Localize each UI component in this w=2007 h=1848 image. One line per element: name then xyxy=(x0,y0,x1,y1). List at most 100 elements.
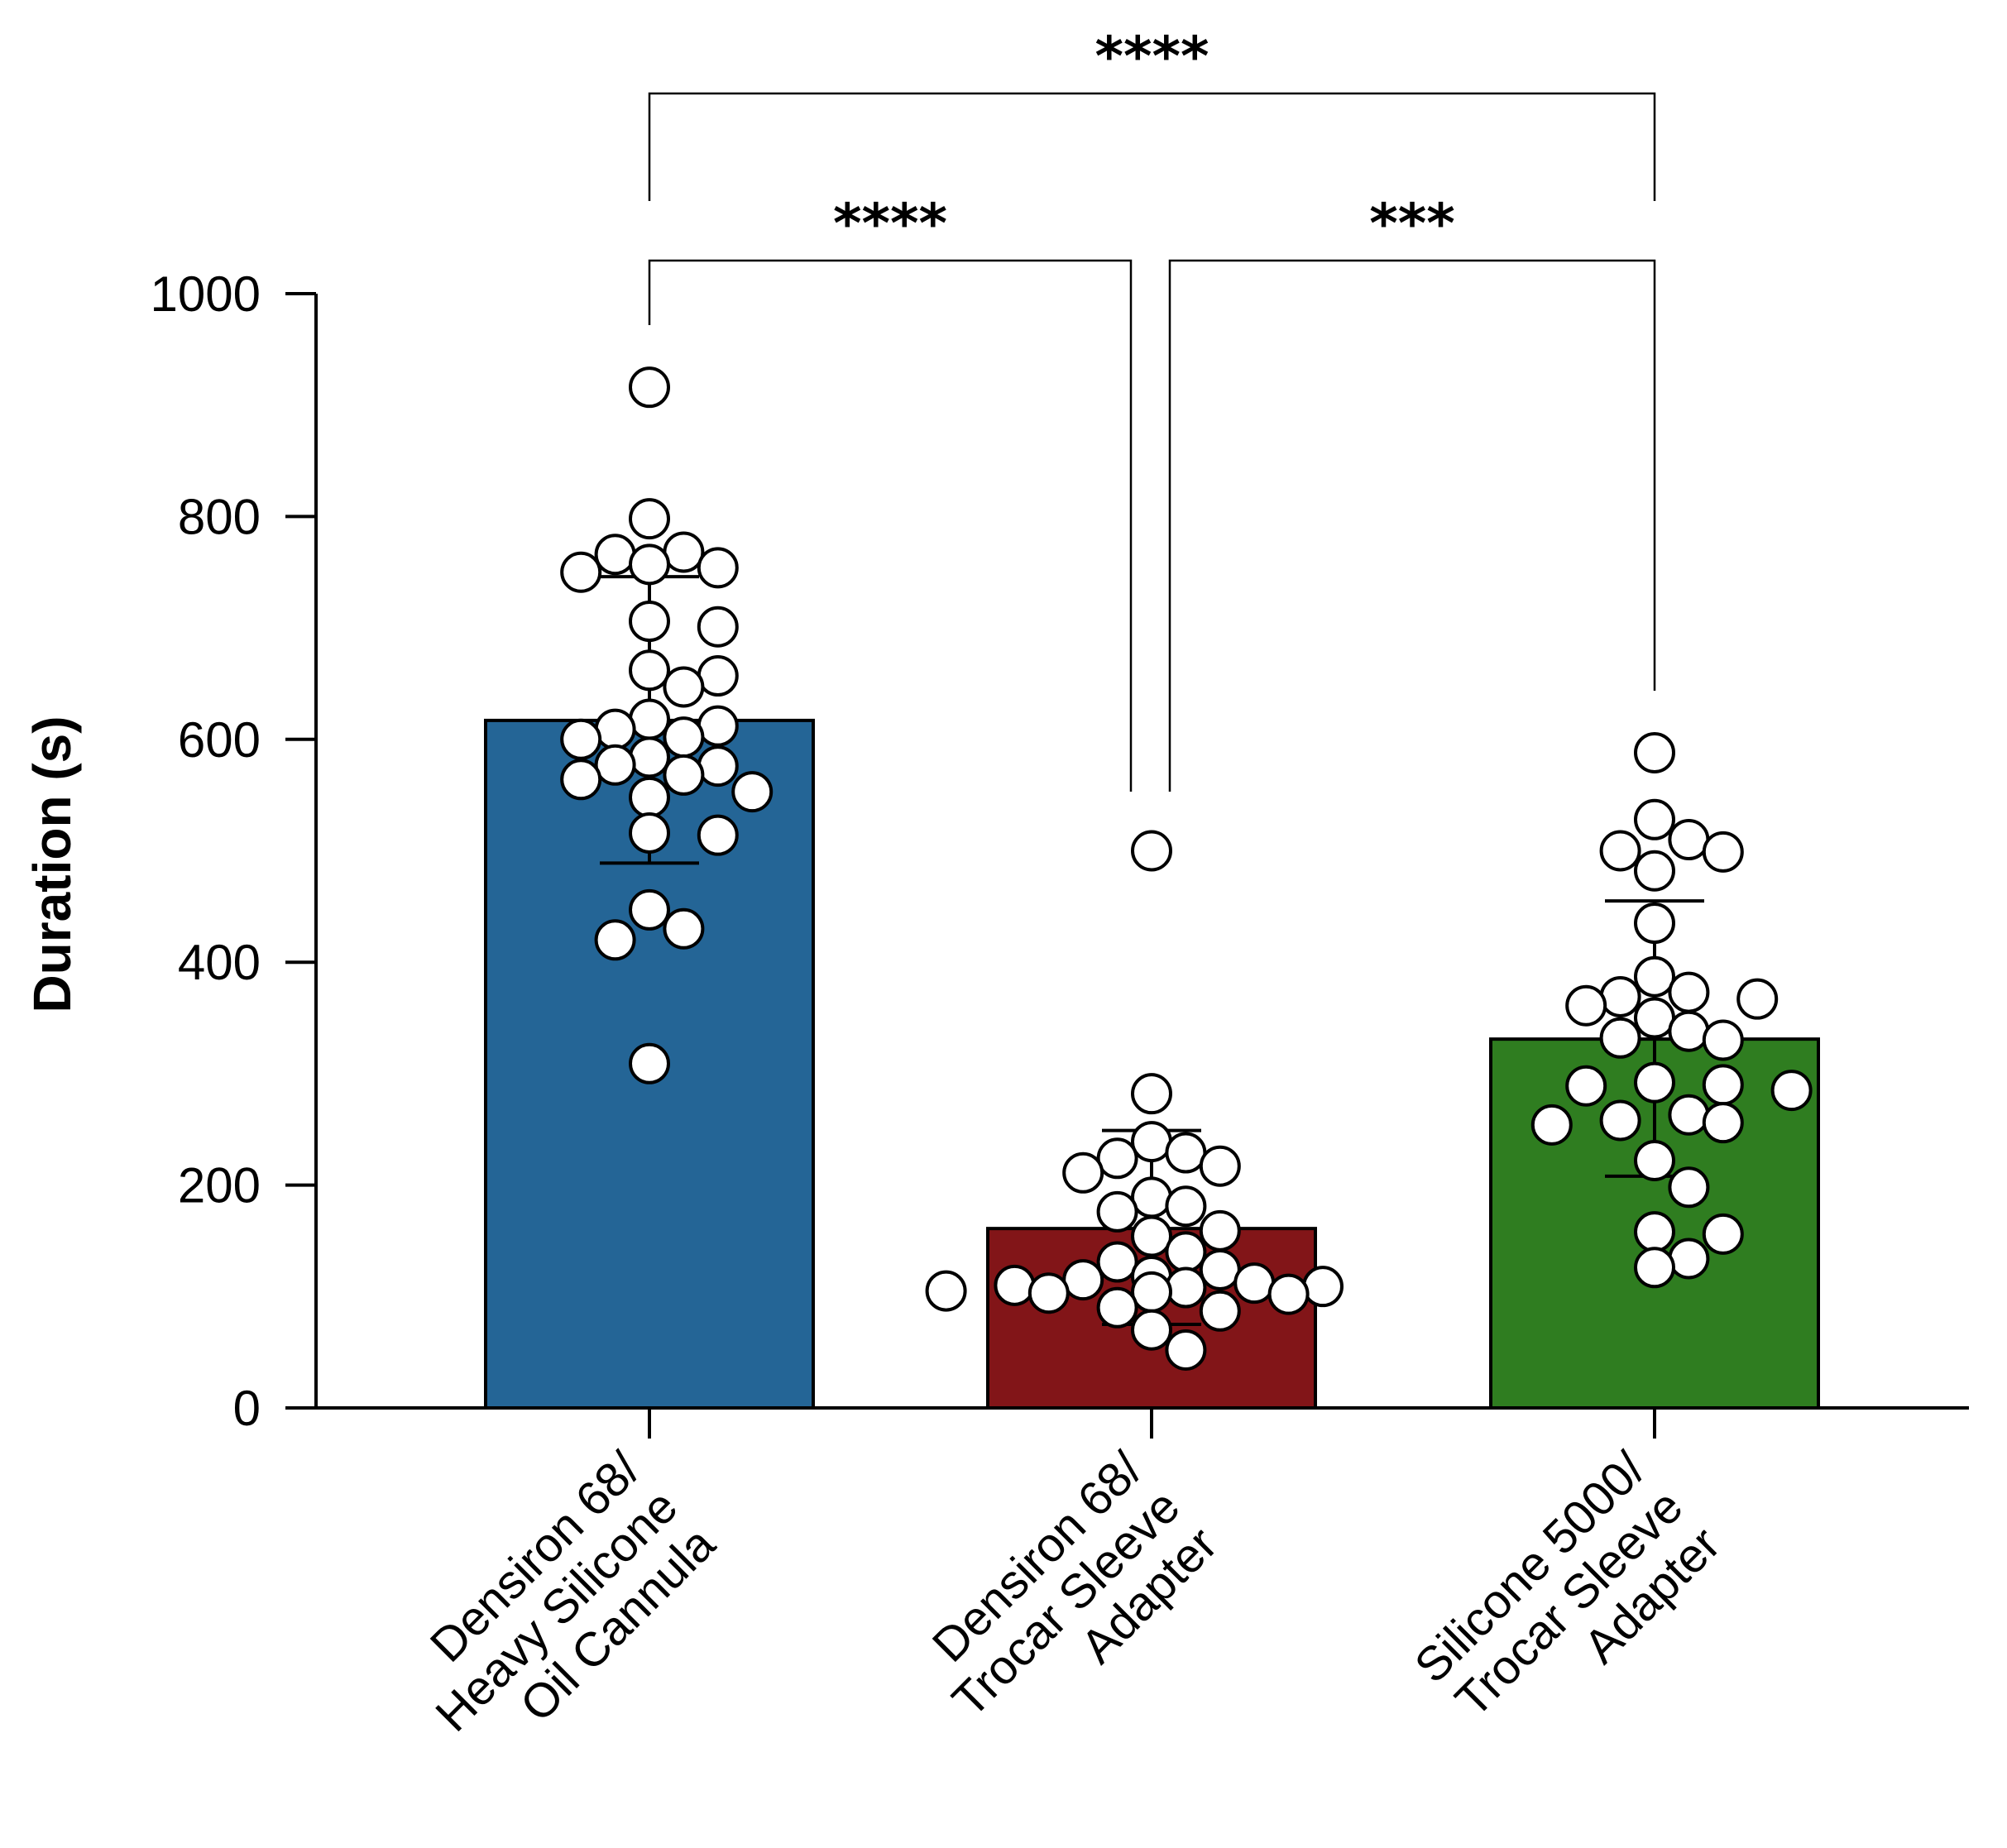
data-point xyxy=(1634,902,1675,945)
data-point xyxy=(1199,1145,1241,1187)
data-point xyxy=(629,811,670,854)
data-point xyxy=(1668,1166,1710,1209)
y-tick-label: 400 xyxy=(178,935,261,990)
data-point xyxy=(629,736,670,778)
data-point xyxy=(697,705,739,747)
data-point xyxy=(1062,1259,1104,1301)
data-point xyxy=(1599,1099,1641,1142)
x-ticks: Densiron 68/Heavy SiliconeOil Cannula Den… xyxy=(388,1408,1732,1779)
data-point xyxy=(1634,955,1675,998)
y-tick-label: 1000 xyxy=(151,266,261,322)
data-point xyxy=(1233,1262,1276,1305)
data-point xyxy=(1199,1209,1241,1252)
data-point xyxy=(1096,1286,1138,1329)
data-point xyxy=(663,754,705,796)
data-point xyxy=(1634,1247,1675,1289)
data-point xyxy=(1634,1139,1675,1181)
data-point xyxy=(1668,819,1710,861)
data-point xyxy=(1565,984,1607,1027)
axes xyxy=(314,294,1969,1410)
significance-label: **** xyxy=(1095,25,1209,89)
data-point xyxy=(1702,1213,1744,1255)
data-point xyxy=(594,919,636,961)
data-point xyxy=(1131,1271,1172,1313)
data-point xyxy=(1131,1215,1172,1257)
data-point xyxy=(629,366,670,409)
y-ticks: 0 200 400 600 800 1000 xyxy=(151,266,316,1436)
data-point xyxy=(1199,1248,1241,1290)
data-point xyxy=(629,698,670,740)
significance-label: *** xyxy=(1369,192,1455,256)
data-point xyxy=(697,655,739,697)
category-label-0: Densiron 68/Heavy SiliconeOil Cannula xyxy=(388,1442,726,1779)
data-point xyxy=(629,543,670,586)
data-point xyxy=(1668,1094,1710,1136)
data-point xyxy=(1565,1065,1607,1107)
data-point xyxy=(1702,831,1744,873)
data-point xyxy=(1599,975,1641,1017)
data-point xyxy=(1267,1273,1310,1315)
data-point xyxy=(1165,1132,1207,1174)
data-point xyxy=(663,716,705,759)
data-point xyxy=(1634,1211,1675,1253)
data-point xyxy=(1199,1290,1241,1332)
category-label-1: Densiron 68/Trocar SleeveAdapter xyxy=(904,1442,1228,1765)
data-point xyxy=(1165,1185,1207,1228)
data-point xyxy=(1302,1266,1344,1308)
data-point xyxy=(1062,1151,1104,1194)
data-point xyxy=(663,531,705,573)
data-point xyxy=(1165,1231,1207,1273)
data-point xyxy=(1530,1104,1573,1146)
data-point xyxy=(697,745,739,788)
data-point xyxy=(1599,1017,1641,1059)
data-point xyxy=(594,744,636,786)
significance-label: **** xyxy=(833,192,947,256)
data-point xyxy=(1096,1137,1138,1180)
data-point xyxy=(1131,830,1172,872)
data-point xyxy=(1096,1241,1138,1283)
y-tick-label: 600 xyxy=(178,712,261,768)
y-tick-label: 200 xyxy=(178,1158,261,1214)
data-point xyxy=(663,666,705,708)
data-point xyxy=(1634,731,1675,773)
data-point xyxy=(560,759,602,801)
data-point xyxy=(1027,1272,1070,1314)
data-point xyxy=(560,551,602,593)
data-point xyxy=(629,498,670,540)
category-label-2: Silicone 5000/Trocar SleeveAdapter xyxy=(1405,1442,1732,1769)
data-point xyxy=(629,649,670,692)
data-point xyxy=(629,601,670,643)
data-point xyxy=(1634,1061,1675,1104)
y-tick-label: 0 xyxy=(233,1381,261,1436)
data-point xyxy=(629,888,670,931)
data-point xyxy=(1131,1073,1172,1115)
data-point xyxy=(1668,971,1710,1013)
data-point xyxy=(663,907,705,950)
data-point xyxy=(1702,1102,1744,1144)
data-point xyxy=(1131,1121,1172,1163)
data-point xyxy=(629,1042,670,1084)
data-point xyxy=(697,814,739,856)
data-point xyxy=(731,771,774,813)
data-point xyxy=(925,1270,967,1312)
bracket-1-2: *** xyxy=(1168,192,1656,792)
data-point xyxy=(1131,1176,1172,1218)
data-point xyxy=(1702,1019,1744,1061)
data-point xyxy=(1668,1238,1710,1280)
data-point xyxy=(629,776,670,818)
data-point xyxy=(697,547,739,589)
data-point xyxy=(1634,997,1675,1039)
data-point xyxy=(1634,850,1675,892)
data-point xyxy=(1165,1329,1207,1371)
data-point xyxy=(1165,1266,1207,1309)
data-point xyxy=(1599,830,1641,872)
data-point xyxy=(697,606,739,648)
data-point xyxy=(1096,1190,1138,1233)
data-point xyxy=(1736,978,1779,1020)
data-point xyxy=(994,1264,1036,1306)
data-point xyxy=(1668,1010,1710,1052)
y-axis-label: Duration (s) xyxy=(22,716,82,1013)
bracket-0-2: **** xyxy=(648,25,1656,201)
data-point xyxy=(594,534,636,576)
